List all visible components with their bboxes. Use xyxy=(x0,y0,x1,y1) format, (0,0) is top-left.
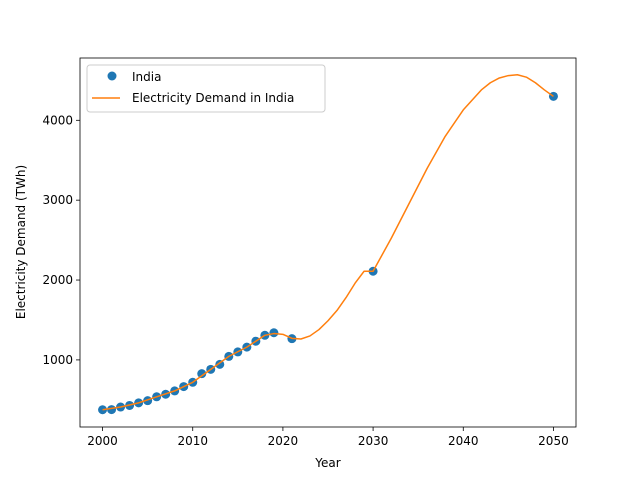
plot-frame xyxy=(79,57,577,428)
data-point xyxy=(197,369,207,379)
y-tick-label: 1000 xyxy=(42,353,73,367)
x-tick-label: 2030 xyxy=(358,434,389,448)
legend-marker-india xyxy=(107,71,117,81)
series-line xyxy=(102,74,554,411)
series-layer xyxy=(98,74,558,415)
y-tick-label: 4000 xyxy=(42,113,73,127)
y-tick-label: 3000 xyxy=(42,193,73,207)
x-tick-label: 2010 xyxy=(177,434,208,448)
x-tick-label: 2020 xyxy=(268,434,299,448)
plot-area: 2000 2010 2020 2030 2040 2050 1000 2000 3000 4000 xyxy=(42,57,577,448)
x-axis-label: Year xyxy=(314,456,340,470)
data-point xyxy=(269,328,279,338)
x-tick-label: 2040 xyxy=(448,434,479,448)
y-tick-label: 2000 xyxy=(42,273,73,287)
x-tick-label: 2000 xyxy=(87,434,118,448)
legend-box xyxy=(86,64,326,113)
legend: India Electricity Demand in India xyxy=(86,64,326,113)
legend-label-demand: Electricity Demand in India xyxy=(132,91,294,105)
legend-label-india: India xyxy=(132,70,161,84)
tick-layer: 2000 2010 2020 2030 2040 2050 1000 2000 3000 4000 xyxy=(42,113,568,448)
x-tick-label: 2050 xyxy=(538,434,569,448)
y-axis-label: Electricity Demand (TWh) xyxy=(14,165,28,319)
